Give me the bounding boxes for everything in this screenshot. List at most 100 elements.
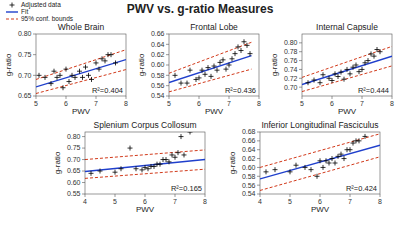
x-tick	[290, 194, 291, 197]
scatter-point	[97, 67, 102, 72]
plot-frame	[260, 132, 380, 194]
y-tick	[299, 87, 302, 88]
y-tick	[82, 136, 85, 137]
marker-stroke	[353, 141, 354, 146]
scatter-point	[321, 165, 326, 170]
scatter-point	[43, 75, 48, 80]
marker-stroke	[91, 171, 92, 176]
x-tick	[332, 96, 333, 99]
marker-stroke	[115, 170, 116, 175]
data-area	[36, 50, 126, 94]
scatter-point	[324, 158, 329, 163]
scatter-point	[248, 51, 253, 56]
scatter-point	[64, 67, 69, 72]
y-tick	[82, 171, 85, 172]
x-axis-label: PWV	[205, 107, 224, 116]
subplot: Internal Capsule56780.700.720.740.760.78…	[270, 22, 394, 116]
y-tick-label: 0.80	[284, 39, 298, 46]
scatter-point	[360, 67, 365, 72]
scatter-point	[170, 152, 175, 157]
marker-stroke	[187, 81, 188, 86]
y-tick	[166, 44, 169, 45]
marker-stroke	[142, 167, 143, 172]
y-tick-label: 0.58	[151, 72, 165, 79]
marker-stroke	[172, 152, 173, 157]
annotation: R²=0.424	[346, 184, 377, 193]
x-axis-label: PWV	[338, 107, 357, 116]
y-tick-label: 0.64	[151, 41, 165, 48]
y-tick-label: 0.62	[242, 155, 256, 162]
scatter-point	[182, 152, 187, 157]
marker-stroke	[247, 43, 248, 48]
marker-stroke	[111, 52, 112, 57]
scatter-point	[89, 171, 94, 176]
marker-stroke	[184, 152, 185, 157]
y-axis-label: g-ratio	[137, 53, 146, 76]
scatter-point	[221, 57, 226, 62]
marker-stroke	[75, 75, 76, 80]
marker-stroke	[51, 81, 52, 86]
y-tick	[33, 75, 36, 76]
scatter-point	[351, 65, 356, 70]
scatter-point	[143, 165, 148, 170]
marker-stroke	[217, 68, 218, 73]
y-tick	[82, 159, 85, 160]
marker-stroke	[374, 54, 375, 59]
scatter-point	[318, 158, 323, 163]
marker-stroke	[181, 81, 182, 86]
marker-stroke	[347, 147, 348, 152]
x-axis-label: PWV	[311, 205, 330, 214]
scatter-point	[179, 134, 184, 139]
x-tick-label: 6	[64, 100, 68, 107]
annotation: R²=0.404	[92, 86, 123, 95]
x-tick-label: 4	[83, 198, 87, 205]
marker-stroke	[105, 58, 106, 63]
x-tick	[169, 96, 170, 99]
marker-stroke	[350, 147, 351, 152]
scatter-point	[354, 63, 359, 68]
y-tick-label: 0.66	[242, 137, 256, 144]
y-tick-label: 0.80	[67, 133, 81, 140]
marker-stroke	[79, 69, 80, 74]
scatter-point	[315, 174, 320, 179]
scatter-point	[109, 52, 114, 57]
marker-stroke	[344, 77, 345, 82]
y-tick	[257, 132, 260, 133]
y-tick	[299, 78, 302, 79]
marker-stroke	[57, 75, 58, 80]
plot-frame	[85, 132, 205, 194]
scatter-point	[218, 60, 223, 65]
marker-stroke	[85, 65, 86, 70]
marker-stroke	[335, 71, 336, 76]
marker-stroke	[121, 166, 122, 171]
scatter-point	[348, 71, 353, 76]
y-tick-label: 0.54	[242, 190, 256, 197]
scatter-point	[327, 76, 332, 81]
confidence-bound	[85, 150, 205, 160]
y-tick-label: 0.75	[67, 144, 81, 151]
y-tick	[257, 176, 260, 177]
subplot-title: Splenium Corpus Collosum	[94, 120, 197, 130]
subplot-title: Internal Capsule	[316, 22, 378, 32]
scatter-point	[119, 166, 124, 171]
marker-stroke	[100, 169, 101, 174]
marker-stroke	[160, 162, 161, 167]
scatter-point	[342, 156, 347, 161]
scatter-point	[230, 56, 235, 61]
y-tick	[299, 42, 302, 43]
marker-stroke	[211, 74, 212, 79]
confidence-bound	[260, 134, 380, 168]
scatter-point	[146, 166, 151, 171]
y-tick-label: 0.70	[67, 156, 81, 163]
y-tick-label: 0.80	[18, 30, 32, 37]
y-tick-label: 0.68	[242, 128, 256, 135]
scatter-point	[209, 74, 214, 79]
y-tick-label: 0.70	[284, 84, 298, 91]
marker-stroke	[223, 57, 224, 62]
annotation: R²=0.165	[171, 184, 202, 193]
marker-stroke	[175, 73, 176, 78]
scatter-point	[167, 159, 172, 164]
marker-stroke	[329, 161, 330, 166]
x-tick-label: 7	[94, 100, 98, 107]
scatter-point	[188, 68, 193, 73]
